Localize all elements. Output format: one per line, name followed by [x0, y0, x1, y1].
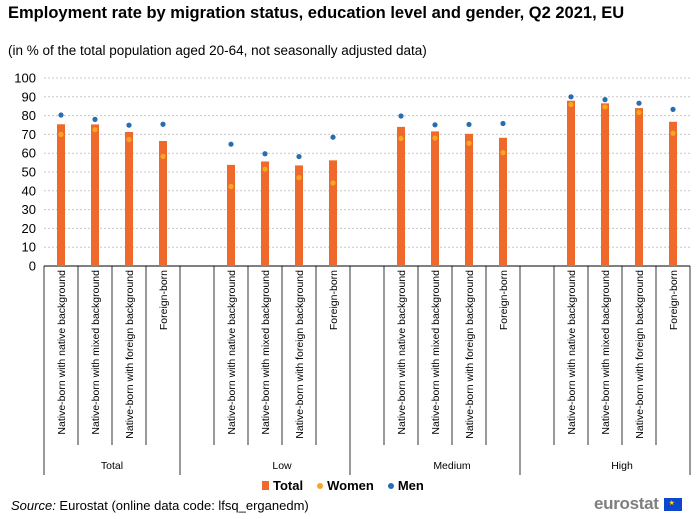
group-label-high: High [611, 460, 633, 472]
y-tick-label: 70 [22, 127, 36, 142]
point-men [296, 153, 302, 160]
category-label: Native-born with native background [566, 270, 578, 435]
source-label: Source: [11, 498, 56, 513]
category-label: Native-born with foreign background [294, 270, 306, 439]
point-men [398, 113, 404, 119]
category-label: Foreign-born [498, 270, 510, 330]
legend-item-women: Women [317, 478, 374, 493]
group-label-total: Total [101, 460, 123, 472]
logo-text: eurostat [594, 494, 659, 513]
point-men [636, 100, 642, 106]
y-tick-label: 0 [29, 259, 36, 274]
bar-total [329, 160, 337, 266]
legend-label-men: Men [397, 478, 424, 493]
category-label: Native-born with mixed background [430, 270, 442, 435]
bar-total [125, 131, 133, 266]
legend-swatch-men [387, 482, 394, 489]
source-note: Source: Eurostat (online data code: lfsq… [11, 498, 309, 513]
point-women [670, 130, 676, 136]
category-label: Native-born with native background [56, 270, 68, 435]
y-tick-label: 90 [22, 89, 36, 104]
category-label: Native-born with native background [396, 270, 408, 435]
legend-label-total: Total [273, 478, 304, 493]
point-women [330, 180, 336, 186]
point-women [58, 131, 64, 137]
point-men [602, 97, 608, 103]
bar-total [159, 140, 167, 266]
point-women [398, 135, 404, 142]
legend-swatch-women [317, 482, 324, 489]
point-men [262, 151, 268, 157]
category-label: Native-born with native background [226, 270, 238, 435]
category-label: Foreign-born [668, 270, 680, 330]
point-women [92, 127, 98, 133]
point-men [432, 122, 438, 128]
employment-rate-chart: 0 10 20 30 40 50 60 70 80 90 100 Total Native-born w… [14, 71, 691, 475]
eu-flag-icon [663, 497, 682, 511]
point-men [126, 122, 132, 128]
point-men [670, 106, 676, 112]
bar-total [431, 131, 439, 266]
point-women [500, 150, 506, 156]
category-label: Native-born with mixed background [90, 270, 102, 435]
category-label: Native-born with foreign background [634, 270, 646, 439]
chart-subtitle: (in % of the total population aged 20-64… [8, 43, 427, 58]
point-men [228, 141, 234, 147]
legend-item-men: Men [387, 478, 424, 493]
chart-legend: Total Women Men [262, 478, 424, 493]
point-men [568, 94, 574, 100]
point-men [92, 116, 98, 122]
point-men [330, 134, 336, 140]
group-label-medium: Medium [433, 460, 471, 472]
eurostat-logo: eurostat [594, 494, 682, 514]
point-men [500, 120, 506, 127]
point-women [636, 109, 642, 116]
point-women [228, 183, 234, 190]
legend-item-total: Total [262, 478, 303, 493]
y-tick-label: 40 [22, 183, 36, 198]
bar-total [397, 126, 405, 266]
category-label: Native-born with foreign background [124, 270, 136, 439]
bar-total [57, 124, 65, 266]
bar-total [465, 133, 473, 266]
source-text: Eurostat (online data code: lfsq_erganed… [55, 498, 309, 513]
legend-swatch-total [262, 481, 269, 490]
bar-total [669, 121, 677, 266]
group-label-low: Low [272, 460, 292, 472]
point-women [432, 135, 438, 141]
legend-label-women: Women [327, 478, 374, 493]
category-label: Native-born with mixed background [260, 270, 272, 435]
bar-total [227, 164, 235, 266]
point-men [466, 121, 472, 128]
category-label: Foreign-born [158, 270, 170, 330]
point-women [568, 101, 574, 108]
y-tick-label: 60 [22, 146, 36, 161]
point-men [58, 112, 64, 118]
bar-total [601, 103, 609, 266]
y-tick-label: 80 [22, 108, 36, 123]
bar-total [499, 137, 507, 266]
y-tick-label: 30 [22, 202, 36, 217]
y-tick-label: 50 [22, 165, 36, 180]
point-women [602, 104, 608, 110]
point-women [126, 136, 132, 143]
category-label: Native-born with mixed background [600, 270, 612, 435]
chart-title: Employment rate by migration status, edu… [8, 4, 625, 22]
point-women [262, 166, 268, 172]
bar-total [567, 100, 575, 266]
bar-total [261, 161, 269, 266]
point-women [160, 153, 166, 159]
y-tick-label: 100 [14, 71, 36, 86]
category-label: Foreign-born [328, 270, 340, 330]
bar-total [295, 165, 303, 266]
bar-total [91, 124, 99, 266]
bar-total [635, 108, 643, 266]
category-label: Native-born with foreign background [464, 270, 476, 439]
point-women [296, 175, 302, 181]
point-men [160, 121, 166, 127]
y-tick-label: 20 [22, 221, 36, 236]
point-women [466, 140, 472, 146]
y-tick-label: 10 [22, 240, 36, 255]
